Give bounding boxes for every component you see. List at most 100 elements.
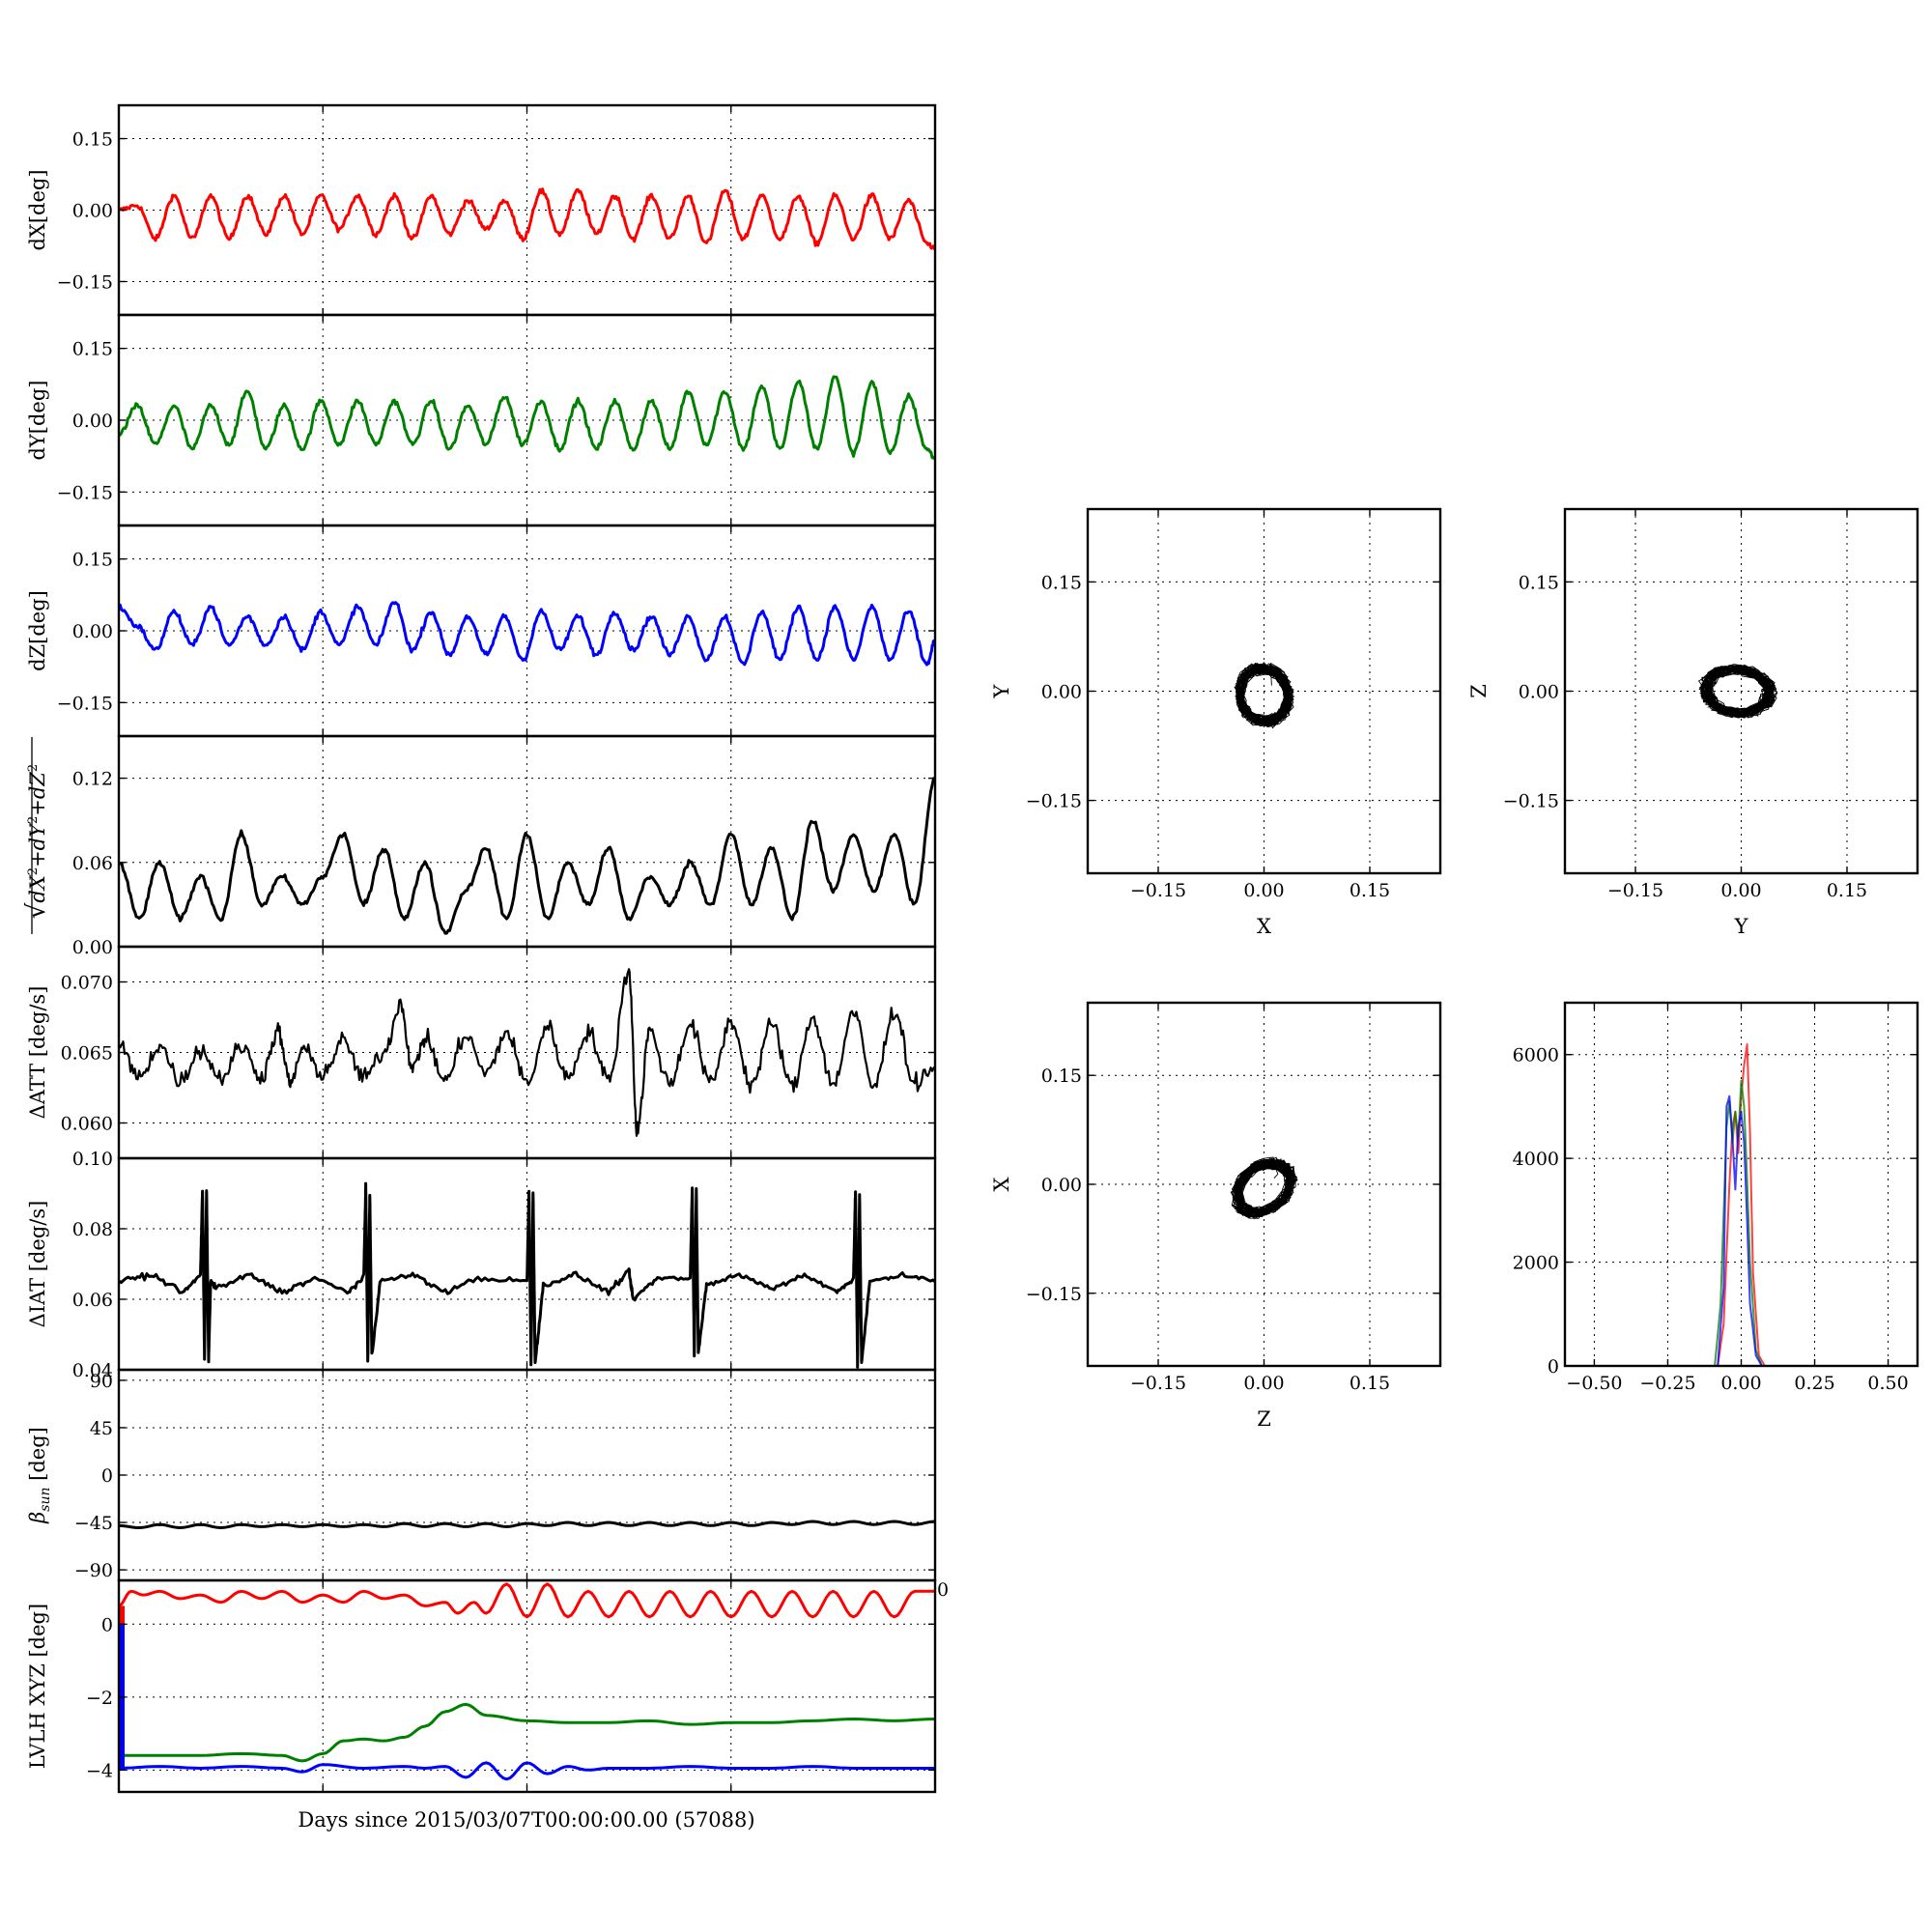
- label-part: [deg]: [26, 1427, 49, 1487]
- label-part: dX: [26, 874, 49, 902]
- y-tick-label: 0.00: [1041, 1175, 1082, 1196]
- y-tick-label: −0.15: [57, 271, 113, 293]
- series-line: [119, 968, 935, 1137]
- y-tick-label: 6000: [1513, 1045, 1559, 1066]
- y-tick-label: −45: [74, 1513, 113, 1534]
- x-end-tick-label: 0: [937, 1579, 949, 1601]
- y-tick-label: 0.00: [1519, 682, 1559, 703]
- y-tick-label: 4000: [1513, 1149, 1559, 1170]
- y-tick-label: 0.060: [61, 1114, 113, 1135]
- panel-zx: 0.15 0.00 −0.15 −0.15 0.00 0.15 Z X: [990, 1001, 1442, 1431]
- y-tick-label: 45: [90, 1418, 113, 1439]
- y-axis-label: dY[deg]: [26, 380, 49, 460]
- series-line: [1565, 1094, 1918, 1366]
- y-tick-label: −2: [86, 1688, 113, 1709]
- y-tick-label: 0.00: [72, 937, 113, 958]
- x-axis-label: X: [1257, 915, 1271, 938]
- panel-r: 0.120.060.00√dX2+dY2+dZ2: [22, 734, 937, 958]
- label-subscript: sun: [38, 1488, 53, 1512]
- label-part: β: [26, 1512, 49, 1524]
- y-tick-label: 0.10: [72, 1149, 113, 1170]
- y-tick-label: 0.12: [72, 769, 113, 790]
- data-yz: [1697, 664, 1778, 719]
- y-tick-label: 0: [101, 1614, 113, 1635]
- scatter-trace: [1234, 661, 1295, 729]
- y-axis-label: √dX2+dY2+dZ2: [22, 764, 51, 919]
- data-dy: [119, 375, 935, 460]
- y-tick-label: −0.15: [1026, 1284, 1082, 1305]
- series-line: [119, 777, 935, 935]
- y-tick-label: 0: [1548, 1356, 1559, 1378]
- y-tick-label: 0: [101, 1465, 113, 1487]
- series-line: [119, 601, 935, 667]
- y-tick-label: 0.08: [72, 1219, 113, 1240]
- y-tick-label: 0.06: [72, 1290, 113, 1311]
- y-tick-label: 0.065: [61, 1043, 113, 1065]
- x-tick-label: 0.15: [1827, 880, 1867, 901]
- label-part: +dY: [26, 822, 49, 867]
- y-axis-label: ΔIAT [deg/s]: [26, 1201, 49, 1328]
- y-tick-label: 2000: [1513, 1253, 1559, 1274]
- x-tick-label: −0.50: [1566, 1373, 1622, 1394]
- panel-beta: 90 45 0 −45 −90 βsun [deg]: [26, 1368, 937, 1582]
- y-tick-label: 0.15: [1041, 1065, 1082, 1087]
- x-tick-label: −0.25: [1639, 1373, 1695, 1394]
- x-axis-label: Y: [1734, 915, 1749, 938]
- panel-lvlh: 0 −2 −4 0 LVLH XYZ [deg]: [26, 1578, 949, 1794]
- y-tick-label: −0.15: [1026, 791, 1082, 812]
- panel-yz: 0.15 0.00 −0.15 −0.15 0.00 0.15 Y Z: [1467, 507, 1919, 938]
- y-axis-label: βsun [deg]: [26, 1427, 53, 1524]
- y-tick-label: 0.15: [1041, 572, 1082, 593]
- y-axis-label: LVLH XYZ [deg]: [26, 1604, 49, 1769]
- y-axis-label: X: [990, 1177, 1013, 1191]
- x-tick-label: 0.15: [1350, 880, 1390, 901]
- figure-xlabel: Days since 2015/03/07T00:00:00.00 (57088…: [298, 1808, 754, 1832]
- data-r: [119, 777, 935, 935]
- y-tick-label: 0.00: [72, 621, 113, 642]
- data-xy: [1234, 661, 1295, 729]
- series-line: [119, 1702, 935, 1763]
- label-superscript: 2: [26, 764, 41, 772]
- x-tick-label: 0.00: [1243, 880, 1284, 901]
- label-superscript: 2: [26, 816, 41, 824]
- data-dx: [119, 187, 935, 250]
- y-tick-label: −90: [74, 1560, 113, 1581]
- panel-xy: 0.15 0.00 −0.15 −0.15 0.00 0.15 X Y: [990, 507, 1442, 938]
- panel-dz: 0.15 0.00 −0.15 dZ[deg]: [26, 524, 937, 738]
- y-tick-label: 0.06: [72, 853, 113, 874]
- panel-dy: 0.15 0.00 −0.15 dY[deg]: [26, 313, 937, 527]
- series-line: [119, 187, 935, 250]
- y-tick-label: −4: [86, 1760, 113, 1781]
- x-tick-label: 0.50: [1867, 1373, 1908, 1394]
- data-datt: [119, 968, 935, 1137]
- label-root: √: [22, 902, 51, 919]
- y-tick-label: 0.15: [72, 129, 113, 151]
- series-line: [119, 375, 935, 460]
- scatter-trace: [1230, 1156, 1298, 1220]
- x-tick-label: 0.25: [1794, 1373, 1834, 1394]
- y-tick-label: 0.00: [72, 201, 113, 222]
- series-line: [119, 1181, 935, 1369]
- data-hist: [1565, 1043, 1918, 1366]
- data-beta: [119, 1520, 935, 1529]
- y-tick-label: −0.15: [1503, 791, 1559, 812]
- y-tick-label: 0.15: [1519, 572, 1559, 593]
- panel-diat: 0.10 0.08 0.06 0.04 ΔIAT [deg/s]: [26, 1149, 937, 1381]
- y-axis-label: Z: [1467, 684, 1491, 698]
- scatter-trace: [1697, 664, 1778, 719]
- x-tick-label: 0.15: [1350, 1373, 1390, 1394]
- panel-dx: 0.15 0.00 −0.15 dX[deg]: [26, 103, 937, 317]
- y-axis-label: dX[deg]: [26, 169, 49, 250]
- y-axis-label: dZ[deg]: [26, 590, 49, 671]
- x-tick-label: 0.00: [1720, 880, 1761, 901]
- x-tick-label: −0.15: [1130, 1373, 1186, 1394]
- panel-hist: 6000 4000 2000 0 −0.50 −0.25 0.00 0.25 0.50: [1513, 1001, 1919, 1394]
- y-tick-label: 0.15: [72, 339, 113, 360]
- series-line: [119, 1582, 935, 1619]
- x-tick-label: −0.15: [1607, 880, 1663, 901]
- data-zx: [1230, 1156, 1298, 1220]
- start-bar: [119, 1605, 125, 1625]
- y-tick-label: 0.15: [72, 550, 113, 571]
- y-tick-label: −0.15: [57, 482, 113, 503]
